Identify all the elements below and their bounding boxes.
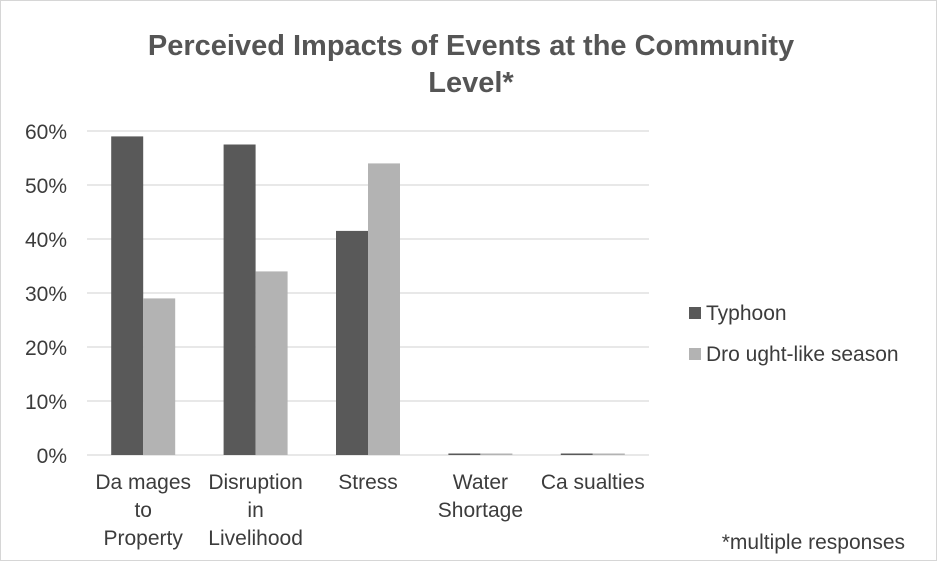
x-category-label: Ca sualties	[541, 471, 645, 494]
y-tick-label: 20%	[25, 337, 67, 360]
bar	[223, 144, 256, 455]
bar	[448, 453, 481, 455]
bar	[480, 453, 513, 455]
legend: Typhoon Dro ught-like season	[689, 302, 899, 366]
legend-label: Typhoon	[706, 302, 787, 325]
y-tick-label: 0%	[37, 445, 67, 468]
bar	[336, 230, 368, 455]
y-tick-label: 30%	[25, 283, 67, 306]
x-category-label: Water Shortage	[438, 471, 523, 522]
bar	[111, 136, 144, 455]
bar	[560, 453, 593, 455]
bar	[368, 163, 400, 455]
bar	[143, 298, 176, 455]
chart-title-line-1: Perceived Impacts of Events at the Commu…	[148, 30, 794, 62]
bar	[255, 271, 288, 455]
y-tick-label: 60%	[25, 121, 67, 144]
bars	[111, 136, 625, 455]
footnote: *multiple responses	[722, 531, 905, 554]
x-category-label: Stress	[338, 471, 398, 494]
x-category-label: Disruption in Livelihood	[208, 471, 303, 550]
legend-swatch	[689, 348, 701, 360]
chart-title-line-2: Level*	[428, 67, 514, 99]
x-category-label: Da mages to Property	[95, 471, 191, 550]
y-tick-label: 40%	[25, 229, 67, 252]
legend-swatch	[689, 307, 701, 319]
y-axis-tick-labels: 0% 10% 20% 30% 40% 50% 60%	[25, 121, 67, 468]
y-tick-label: 50%	[25, 175, 67, 198]
legend-label: Dro ught-like season	[706, 343, 899, 366]
y-tick-label: 10%	[25, 391, 67, 414]
bar	[592, 453, 625, 455]
